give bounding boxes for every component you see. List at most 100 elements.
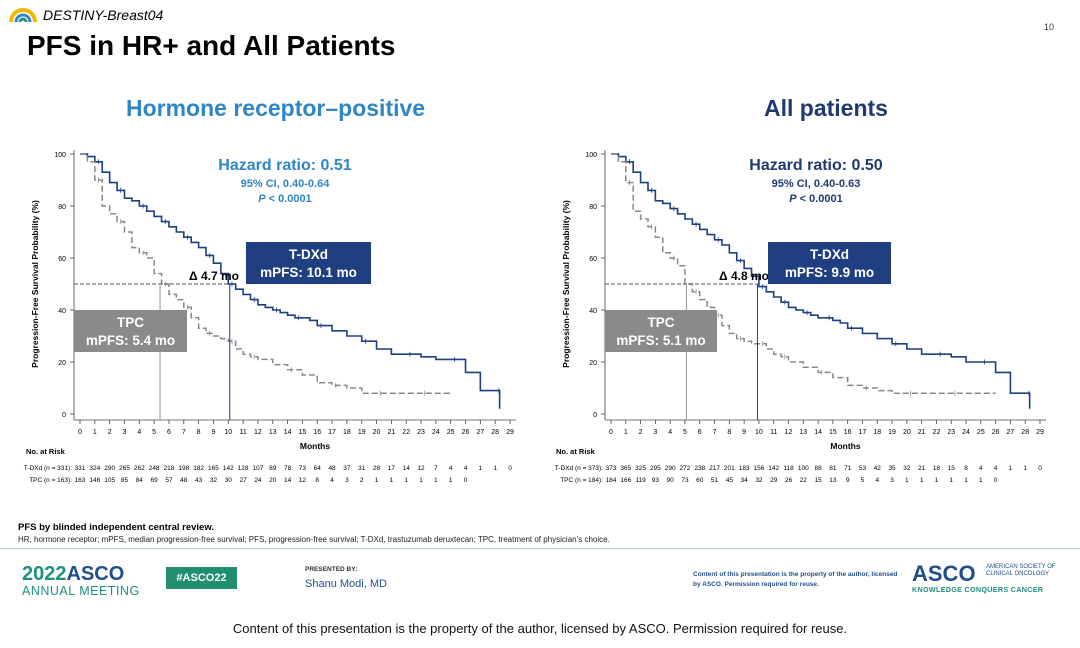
risk-table-cell: 1 [920, 477, 924, 484]
x-tick-label: 11 [239, 429, 246, 436]
x-tick-label: 27 [1007, 429, 1015, 436]
risk-table-cell: 15 [948, 465, 956, 472]
risk-table-cell: 142 [768, 465, 779, 472]
x-tick-label: 24 [432, 429, 440, 436]
risk-table-cell: 295 [650, 465, 661, 472]
x-tick-label: 6 [167, 429, 171, 436]
risk-table-cell: 238 [694, 465, 705, 472]
risk-table-cell: 12 [417, 465, 425, 472]
x-tick-label: 28 [491, 429, 499, 436]
x-tick-label: 8 [197, 429, 201, 436]
destiny-logo-icon [9, 8, 37, 23]
x-tick-label: 0 [78, 429, 82, 436]
risk-table-cell: 8 [964, 465, 968, 472]
risk-table-cell: 3 [890, 477, 894, 484]
p-label: P [258, 193, 266, 205]
x-tick-label: 7 [713, 429, 717, 436]
x-tick-label: 21 [918, 429, 926, 436]
risk-table-cell: 60 [696, 477, 704, 484]
presented-by-label: PRESENTED BY: [305, 566, 358, 573]
x-tick-label: 10 [755, 429, 763, 436]
meeting-org: ASCO [66, 563, 125, 585]
x-tick-label: 8 [727, 429, 731, 436]
hazard-ratio-value: Hazard ratio: 0.50 [749, 157, 882, 174]
risk-table-cell: 4 [464, 465, 468, 472]
rights-notice-small: Content of this presentation is the prop… [693, 571, 898, 588]
risk-table-cell: 5 [861, 477, 865, 484]
risk-table-cell: 198 [178, 465, 189, 472]
panel-title-all: All patients [764, 95, 888, 121]
page-title: PFS in HR+ and All Patients [27, 30, 396, 61]
x-tick-label: 14 [284, 429, 292, 436]
risk-table-cell: 7 [434, 465, 438, 472]
risk-table-cell: 1 [905, 477, 909, 484]
meeting-name: ANNUAL MEETING [22, 584, 140, 598]
p-number: < 0.0001 [266, 193, 312, 205]
risk-table-cell: 0 [508, 465, 512, 472]
risk-table-cell: 35 [888, 465, 896, 472]
y-tick-label: 80 [58, 204, 66, 211]
p-value: P < 0.0001 [789, 193, 843, 205]
risk-table-cell: 3 [345, 477, 349, 484]
risk-table-cell: 107 [253, 465, 264, 472]
x-tick-label: 20 [373, 429, 381, 436]
x-tick-label: 22 [933, 429, 941, 436]
x-tick-label: 18 [343, 429, 351, 436]
x-tick-label: 6 [698, 429, 702, 436]
x-tick-label: 11 [770, 429, 777, 436]
p-label: P [789, 193, 797, 205]
risk-table-cell: 218 [164, 465, 175, 472]
y-axis-label: Progression-Free Survival Probability (%… [30, 200, 40, 368]
risk-table-cell: 43 [195, 477, 203, 484]
risk-table-cell: 265 [119, 465, 130, 472]
risk-table-cell: 28 [373, 465, 381, 472]
tdxd-median-box [246, 242, 371, 284]
risk-table-cell: 26 [785, 477, 793, 484]
x-tick-label: 23 [947, 429, 955, 436]
x-tick-label: 0 [609, 429, 613, 436]
risk-table-cell: 4 [994, 465, 998, 472]
brand-name: DESTINY-Breast04 [43, 7, 164, 23]
risk-row-label-tpc: TPC (n = 163): [29, 477, 72, 484]
risk-table-cell: 20 [269, 477, 277, 484]
risk-table-cell: 182 [193, 465, 204, 472]
x-tick-label: 13 [799, 429, 807, 436]
risk-table-cell: 163 [75, 477, 86, 484]
y-tick-label: 40 [589, 308, 597, 315]
x-tick-label: 10 [224, 429, 232, 436]
risk-table-cell: 57 [165, 477, 173, 484]
risk-table-cell: 146 [89, 477, 100, 484]
rights-notice: Content of this presentation is the prop… [232, 621, 848, 636]
risk-table-cell: 156 [754, 465, 765, 472]
footer-divider [0, 548, 1080, 549]
tpc-box-name: TPC [648, 315, 675, 330]
society-tagline: KNOWLEDGE CONQUERS CANCER [912, 585, 1044, 594]
tpc-box-mpfs: mPFS: 5.1 mo [616, 333, 705, 348]
risk-table-cell: 0 [1038, 465, 1042, 472]
x-tick-label: 29 [1036, 429, 1044, 436]
tdxd-box-mpfs: mPFS: 9.9 mo [785, 265, 874, 280]
risk-table-cell: 22 [800, 477, 808, 484]
risk-table-cell: 84 [136, 477, 144, 484]
tdxd-median-box [768, 242, 891, 284]
y-tick-label: 20 [589, 360, 597, 367]
confidence-interval: 95% CI, 0.40-0.63 [772, 178, 861, 190]
risk-table-title: No. at Risk [26, 447, 66, 456]
risk-table-cell: 324 [89, 465, 100, 472]
p-number: < 0.0001 [797, 193, 843, 205]
x-tick-label: 15 [299, 429, 307, 436]
risk-table-cell: 32 [903, 465, 911, 472]
risk-table-cell: 373 [606, 465, 617, 472]
panel-title-hr: Hormone receptor–positive [126, 95, 426, 121]
x-tick-label: 4 [137, 429, 141, 436]
x-tick-label: 9 [211, 429, 215, 436]
y-tick-label: 40 [58, 308, 66, 315]
risk-table-cell: 4 [979, 465, 983, 472]
x-tick-label: 14 [814, 429, 822, 436]
x-tick-label: 17 [328, 429, 336, 436]
risk-table-cell: 184 [606, 477, 617, 484]
x-tick-label: 16 [313, 429, 321, 436]
society-name: AMERICAN SOCIETY OF CLINICAL ONCOLOGY [986, 564, 1056, 577]
risk-table-cell: 89 [269, 465, 277, 472]
y-tick-label: 100 [585, 152, 597, 159]
